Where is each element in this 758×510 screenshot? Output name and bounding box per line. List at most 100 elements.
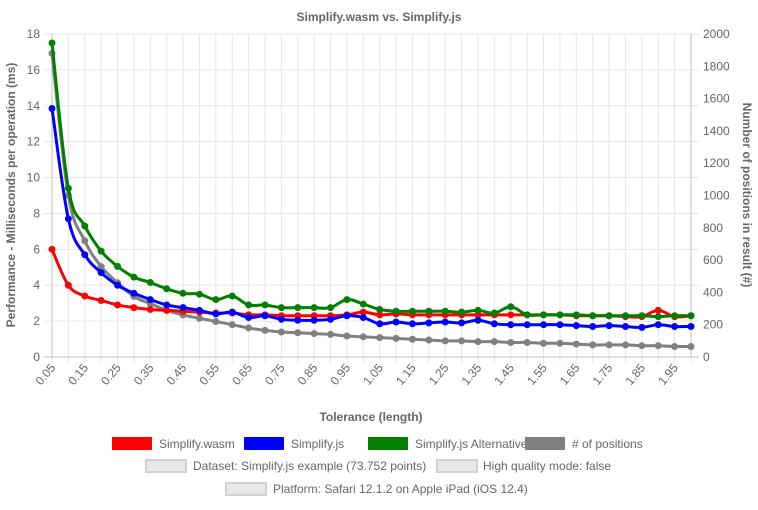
data-point-simplify-wasm[interactable] [146, 305, 154, 313]
data-point-of-positions[interactable] [359, 333, 367, 341]
data-point-simplify-js[interactable] [195, 306, 203, 314]
data-point-simplify-js[interactable] [507, 321, 515, 329]
data-point-simplify-js-alternative[interactable] [294, 304, 302, 312]
data-point-simplify-wasm[interactable] [507, 311, 515, 319]
data-point-simplify-js[interactable] [97, 269, 105, 277]
data-point-simplify-js[interactable] [114, 281, 122, 289]
data-point-simplify-js[interactable] [572, 322, 580, 330]
data-point-simplify-js[interactable] [589, 322, 597, 330]
data-point-simplify-js-alternative[interactable] [605, 312, 613, 320]
data-point-simplify-js[interactable] [540, 321, 548, 329]
data-point-of-positions[interactable] [556, 339, 564, 347]
data-point-simplify-js-alternative[interactable] [392, 307, 400, 315]
data-point-simplify-js-alternative[interactable] [359, 300, 367, 308]
data-point-simplify-js-alternative[interactable] [245, 301, 253, 309]
data-point-simplify-js-alternative[interactable] [572, 311, 580, 319]
data-point-simplify-js-alternative[interactable] [114, 262, 122, 270]
data-point-of-positions[interactable] [195, 314, 203, 322]
data-point-simplify-js[interactable] [212, 310, 220, 318]
data-point-simplify-js-alternative[interactable] [589, 312, 597, 320]
data-point-simplify-js-alternative[interactable] [376, 305, 384, 313]
legend-item[interactable]: Simplify.js [244, 437, 344, 451]
data-point-simplify-js[interactable] [261, 312, 269, 320]
data-point-simplify-js[interactable] [146, 296, 154, 304]
data-point-simplify-js[interactable] [245, 314, 253, 322]
data-point-of-positions[interactable] [408, 335, 416, 343]
data-point-simplify-js-alternative[interactable] [212, 296, 220, 304]
data-point-simplify-js[interactable] [392, 318, 400, 326]
data-point-simplify-js[interactable] [327, 315, 335, 323]
data-point-simplify-wasm[interactable] [114, 301, 122, 309]
data-point-simplify-wasm[interactable] [130, 304, 138, 312]
data-point-simplify-js[interactable] [425, 319, 433, 327]
data-point-simplify-js-alternative[interactable] [507, 303, 515, 311]
data-point-simplify-js[interactable] [310, 316, 318, 324]
data-point-simplify-js[interactable] [376, 320, 384, 328]
data-point-of-positions[interactable] [458, 337, 466, 345]
data-point-simplify-wasm[interactable] [81, 292, 89, 300]
data-point-simplify-js-alternative[interactable] [425, 307, 433, 315]
data-point-simplify-js-alternative[interactable] [48, 39, 56, 47]
data-point-of-positions[interactable] [245, 324, 253, 332]
data-point-simplify-js[interactable] [556, 321, 564, 329]
data-point-simplify-js[interactable] [408, 320, 416, 328]
data-point-simplify-js-alternative[interactable] [556, 311, 564, 319]
data-point-simplify-js[interactable] [359, 314, 367, 322]
data-point-simplify-js[interactable] [228, 308, 236, 316]
data-point-simplify-js[interactable] [638, 323, 646, 331]
data-point-simplify-js-alternative[interactable] [671, 312, 679, 320]
data-point-of-positions[interactable] [212, 317, 220, 325]
legend-item[interactable]: Simplify.js Alternative [368, 437, 528, 451]
data-point-simplify-js-alternative[interactable] [81, 222, 89, 230]
data-point-simplify-js[interactable] [490, 320, 498, 328]
legend-info-item[interactable]: High quality mode: false [436, 459, 611, 473]
data-point-simplify-wasm[interactable] [97, 296, 105, 304]
data-point-of-positions[interactable] [310, 330, 318, 338]
data-point-of-positions[interactable] [228, 321, 236, 329]
data-point-of-positions[interactable] [687, 343, 695, 351]
data-point-of-positions[interactable] [425, 336, 433, 344]
data-point-simplify-js-alternative[interactable] [408, 307, 416, 315]
data-point-simplify-wasm[interactable] [64, 281, 72, 289]
data-point-of-positions[interactable] [97, 263, 105, 271]
legend-info-item[interactable]: Platform: Safari 12.1.2 on Apple iPad (i… [225, 482, 528, 496]
data-point-simplify-wasm[interactable] [48, 245, 56, 253]
data-point-simplify-js[interactable] [343, 312, 351, 320]
data-point-simplify-js-alternative[interactable] [458, 308, 466, 316]
data-point-simplify-js-alternative[interactable] [654, 313, 662, 321]
data-point-simplify-js-alternative[interactable] [146, 279, 154, 287]
data-point-simplify-js[interactable] [671, 322, 679, 330]
data-point-of-positions[interactable] [474, 338, 482, 346]
data-point-simplify-js[interactable] [458, 319, 466, 327]
data-point-simplify-js[interactable] [687, 322, 695, 330]
data-point-of-positions[interactable] [277, 328, 285, 336]
data-point-of-positions[interactable] [654, 342, 662, 350]
data-point-simplify-js[interactable] [605, 322, 613, 330]
data-point-of-positions[interactable] [605, 341, 613, 349]
legend-info-item[interactable]: Dataset: Simplify.js example (73.752 poi… [145, 459, 426, 473]
data-point-simplify-js[interactable] [474, 316, 482, 324]
data-point-simplify-js[interactable] [48, 104, 56, 112]
data-point-of-positions[interactable] [523, 338, 531, 346]
data-point-simplify-js[interactable] [81, 251, 89, 259]
data-point-of-positions[interactable] [81, 237, 89, 245]
data-point-of-positions[interactable] [638, 342, 646, 350]
data-point-simplify-js-alternative[interactable] [179, 289, 187, 297]
data-point-simplify-js[interactable] [64, 215, 72, 223]
data-point-simplify-wasm[interactable] [654, 306, 662, 314]
data-point-of-positions[interactable] [294, 329, 302, 337]
data-point-simplify-js[interactable] [163, 301, 171, 309]
legend-item[interactable]: Simplify.wasm [112, 437, 235, 451]
legend-item[interactable]: # of positions [525, 437, 643, 451]
data-point-simplify-js-alternative[interactable] [163, 285, 171, 293]
data-point-of-positions[interactable] [376, 334, 384, 342]
data-point-of-positions[interactable] [671, 343, 679, 351]
data-point-simplify-js-alternative[interactable] [523, 311, 531, 319]
data-point-simplify-js[interactable] [179, 304, 187, 312]
data-point-simplify-js-alternative[interactable] [540, 311, 548, 319]
data-point-simplify-js-alternative[interactable] [228, 292, 236, 300]
data-point-simplify-js-alternative[interactable] [441, 307, 449, 315]
data-point-of-positions[interactable] [343, 332, 351, 340]
data-point-simplify-js[interactable] [294, 316, 302, 324]
data-point-simplify-js-alternative[interactable] [277, 304, 285, 312]
